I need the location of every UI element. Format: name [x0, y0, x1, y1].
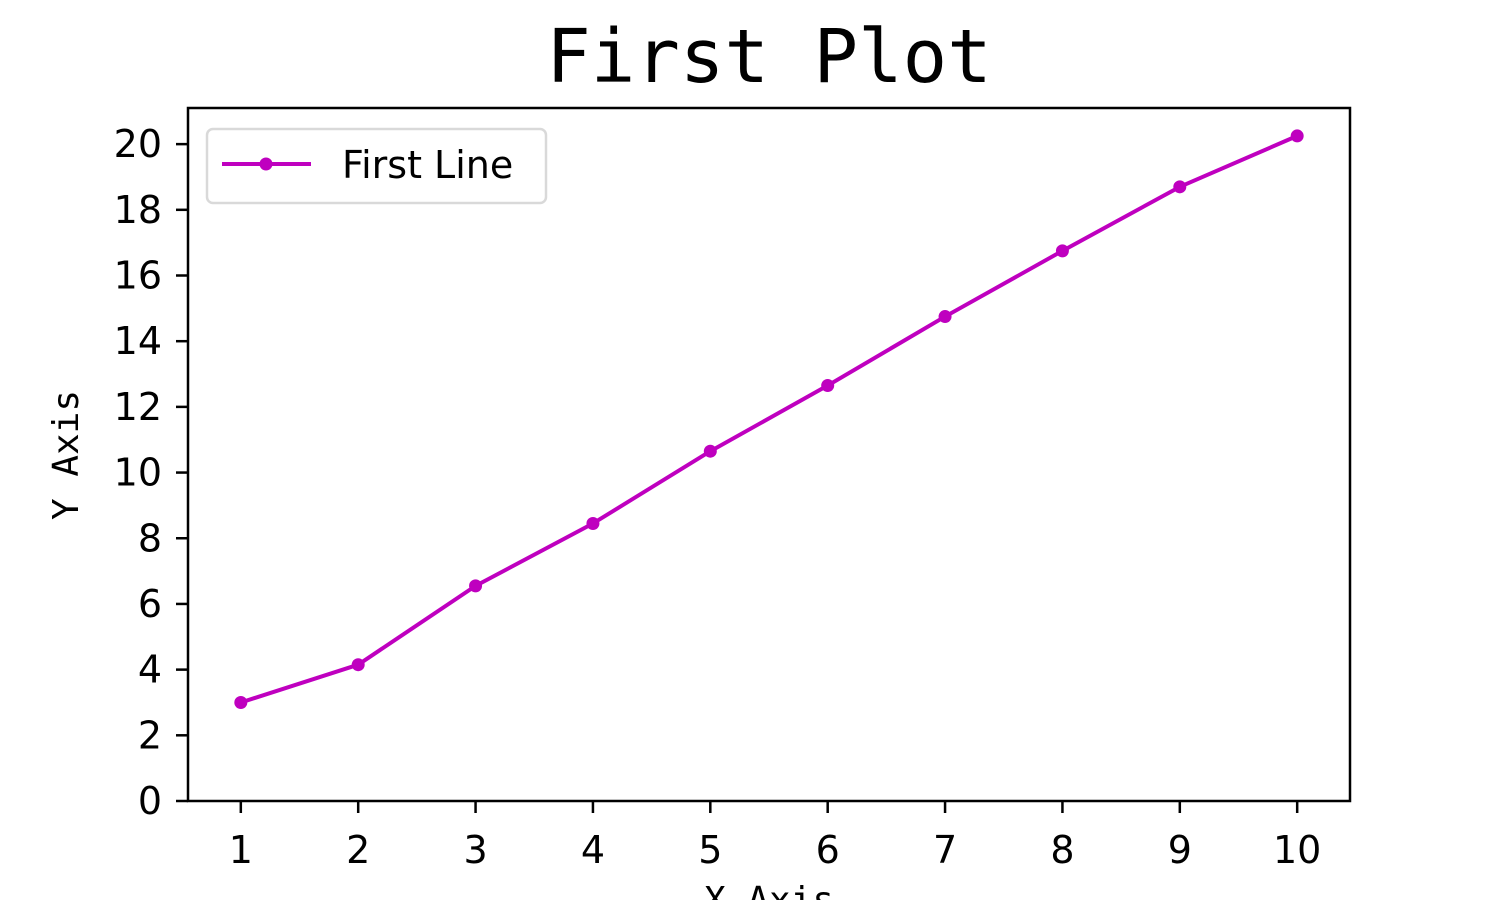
x-tick-label: 3	[463, 828, 487, 872]
x-tick-label: 5	[698, 828, 722, 872]
y-tick-label: 6	[138, 582, 162, 626]
x-tick-label: 9	[1168, 828, 1192, 872]
y-tick-label: 4	[138, 648, 162, 692]
y-axis-label: Y Axis	[46, 390, 87, 520]
y-tick-label: 18	[114, 188, 162, 232]
data-point	[1173, 180, 1187, 194]
data-point	[703, 444, 717, 458]
data-point	[351, 658, 365, 672]
x-axis-label: X Axis	[704, 880, 834, 900]
x-tick-label: 2	[346, 828, 370, 872]
legend-marker-swatch	[259, 157, 273, 171]
x-tick-label: 8	[1050, 828, 1074, 872]
y-tick-label: 2	[138, 713, 162, 757]
series-line	[238, 133, 1300, 705]
chart-title: First Plot	[546, 14, 992, 100]
legend: First Line	[205, 127, 548, 205]
data-point	[586, 516, 600, 530]
data-point	[1290, 129, 1304, 143]
plot-area-frame	[186, 106, 1352, 803]
data-point	[938, 310, 952, 324]
data-point	[1055, 244, 1069, 258]
x-tick-label: 10	[1273, 828, 1321, 872]
y-tick-label: 12	[114, 385, 162, 429]
y-tick-label: 16	[114, 254, 162, 298]
data-point	[469, 579, 483, 593]
y-tick-label: 8	[138, 516, 162, 560]
legend-label: First Line	[342, 143, 513, 187]
data-point	[821, 379, 835, 393]
x-tick-label: 4	[581, 828, 605, 872]
data-point	[234, 695, 248, 709]
legend-box	[205, 127, 548, 205]
y-tick-label: 20	[114, 122, 162, 166]
x-tick-label: 7	[933, 828, 957, 872]
x-tick-label: 1	[229, 828, 253, 872]
x-tick-label: 6	[816, 828, 840, 872]
y-tick-label: 0	[138, 779, 162, 823]
y-tick-label: 14	[114, 319, 162, 363]
y-tick-label: 10	[114, 451, 162, 495]
series-layer	[234, 129, 1304, 709]
